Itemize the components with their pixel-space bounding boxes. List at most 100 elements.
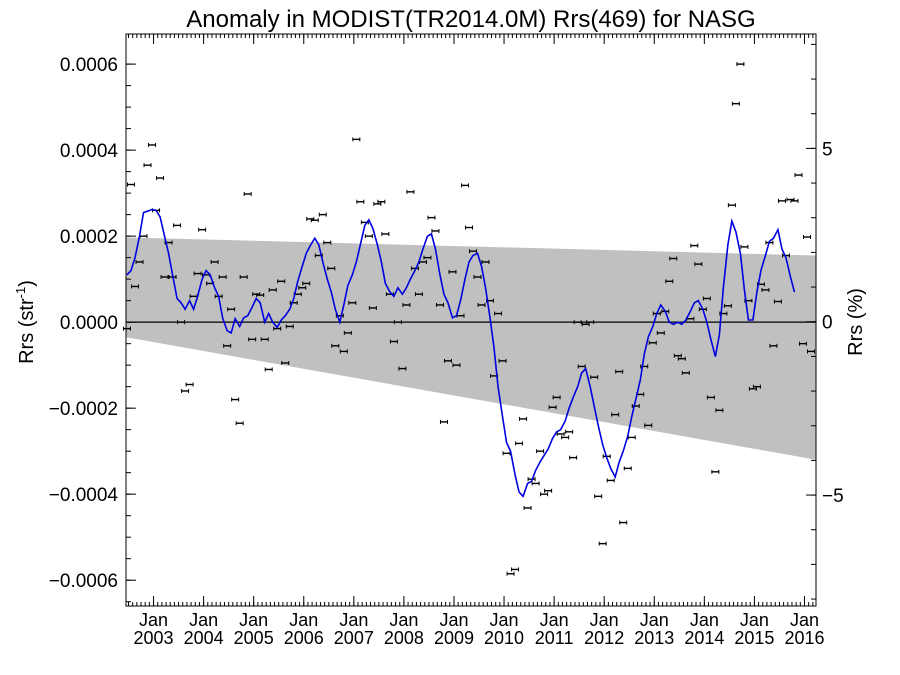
x-tick-year: 2014: [684, 628, 724, 648]
data-point: [443, 358, 452, 363]
data-point: [590, 375, 599, 380]
data-point: [706, 395, 715, 400]
ylabel-left-close: ): [16, 280, 38, 287]
data-point: [748, 386, 757, 391]
x-tick-month: Jan: [640, 610, 669, 630]
data-point: [406, 189, 415, 194]
data-point: [598, 541, 607, 546]
data-point: [435, 302, 444, 307]
data-point: [656, 330, 665, 335]
data-point: [143, 163, 152, 168]
data-point: [498, 358, 507, 363]
chart-title: Anomaly in MODIST(TR2014.0M) Rrs(469) fo…: [186, 6, 755, 33]
x-tick-year: 2008: [384, 628, 424, 648]
data-point: [181, 388, 190, 393]
data-point: [310, 218, 319, 223]
ylabel-left-superscript: -1: [13, 287, 28, 299]
data-point: [540, 492, 549, 497]
data-point: [761, 287, 770, 292]
x-tick-year: 2005: [234, 628, 274, 648]
data-point: [160, 274, 169, 279]
data-point: [552, 395, 561, 400]
data-point: [548, 405, 557, 410]
data-point: [623, 466, 632, 471]
data-point: [577, 364, 586, 369]
data-point: [243, 191, 252, 196]
x-tick-year: 2015: [734, 628, 774, 648]
data-point: [727, 203, 736, 208]
x-tick-month: Jan: [490, 610, 519, 630]
data-point: [431, 228, 440, 233]
data-point: [227, 307, 236, 312]
data-point: [790, 198, 799, 203]
data-point: [452, 363, 461, 368]
data-point: [323, 240, 332, 245]
data-point: [148, 142, 157, 147]
ylabel-left-text: Rrs (str: [16, 298, 38, 364]
data-point: [519, 416, 528, 421]
y-tick-label: 0.0004: [60, 141, 119, 162]
x-tick-year: 2016: [784, 628, 824, 648]
x-tick-month: Jan: [239, 610, 268, 630]
data-point: [615, 369, 624, 374]
data-point: [402, 302, 411, 307]
data-point: [690, 243, 699, 248]
data-point: [302, 281, 311, 286]
data-point: [781, 253, 790, 258]
data-point: [573, 320, 582, 325]
data-point: [439, 419, 448, 424]
data-point: [368, 305, 377, 310]
data-point: [198, 227, 207, 232]
data-point: [352, 137, 361, 142]
data-point: [185, 382, 194, 387]
data-point: [569, 455, 578, 460]
x-tick-month: Jan: [439, 610, 468, 630]
data-point: [348, 300, 357, 305]
x-tick-year: 2009: [434, 628, 474, 648]
smoothed-line: [126, 208, 796, 498]
x-tick-month: Jan: [540, 610, 569, 630]
y-tick-label: −0.0004: [49, 485, 119, 506]
y-right-tick-label: −5: [822, 486, 844, 507]
data-point: [410, 266, 419, 271]
data-point: [131, 284, 140, 289]
data-point: [523, 505, 532, 510]
data-point: [736, 62, 745, 67]
y-axis-label-right: Rrs (%): [845, 288, 867, 356]
data-point: [665, 279, 674, 284]
data-point: [806, 349, 815, 354]
x-tick-month: Jan: [139, 610, 168, 630]
data-point: [210, 259, 219, 264]
data-point: [256, 293, 265, 298]
data-point: [777, 198, 786, 203]
data-point: [339, 349, 348, 354]
data-point: [531, 481, 540, 486]
smoothed-line-layer: [126, 208, 796, 498]
data-point: [273, 326, 282, 331]
y-tick-label: 0.0006: [60, 55, 118, 76]
data-point: [177, 320, 186, 325]
data-point: [448, 269, 457, 274]
data-point: [139, 234, 148, 239]
data-point: [460, 183, 469, 188]
data-point: [511, 567, 520, 572]
data-point: [318, 212, 327, 217]
data-point: [648, 340, 657, 345]
data-point: [277, 279, 286, 284]
data-point: [356, 199, 365, 204]
data-point: [561, 435, 570, 440]
data-point: [248, 337, 257, 342]
data-point: [611, 412, 620, 417]
data-point: [740, 244, 749, 249]
data-point: [127, 182, 136, 187]
data-point: [586, 320, 595, 325]
data-point: [677, 356, 686, 361]
data-point: [156, 176, 165, 181]
data-point: [515, 441, 524, 446]
x-tick-month: Jan: [590, 610, 619, 630]
data-point: [506, 571, 515, 576]
y-right-tick-label: 5: [822, 139, 833, 160]
data-point: [331, 343, 340, 348]
data-point: [802, 234, 811, 239]
